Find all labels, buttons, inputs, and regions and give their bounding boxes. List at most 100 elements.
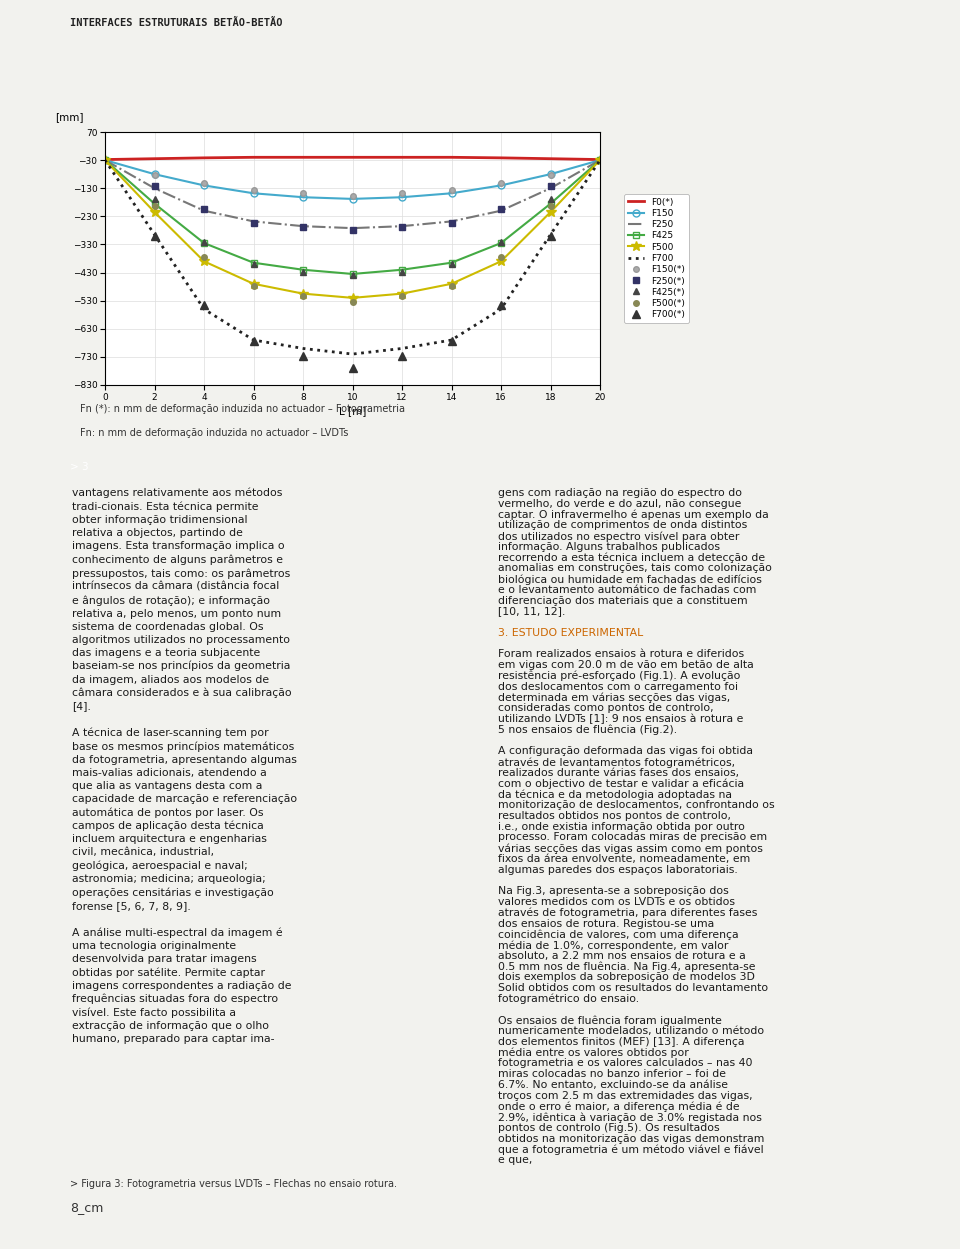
Text: gens com radiação na região do espectro do: gens com radiação na região do espectro … — [498, 488, 742, 498]
F150 — [298, 190, 309, 205]
Text: biológica ou humidade em fachadas de edifícios: biológica ou humidade em fachadas de edi… — [498, 575, 762, 585]
F250(*) — [198, 202, 209, 217]
Text: Na Fig.3, apresenta-se a sobreposição dos: Na Fig.3, apresenta-se a sobreposição do… — [498, 887, 729, 897]
F500 — [198, 254, 209, 269]
F250 — [248, 214, 259, 229]
Text: através de fotogrametria, para diferentes fases: através de fotogrametria, para diferente… — [498, 908, 757, 918]
Text: dos deslocamentos com o carregamento foi: dos deslocamentos com o carregamento foi — [498, 682, 738, 692]
F500 — [347, 290, 358, 305]
Text: dos utilizados no espectro visível para obter: dos utilizados no espectro visível para … — [498, 531, 739, 542]
F250(*) — [347, 222, 358, 237]
F500(*) — [298, 289, 309, 304]
F500(*) — [347, 295, 358, 310]
Text: realizados durante várias fases dos ensaios,: realizados durante várias fases dos ensa… — [498, 768, 739, 778]
F250 — [298, 219, 309, 234]
F500 — [495, 254, 507, 269]
F150 — [445, 186, 457, 201]
F150(*) — [198, 176, 209, 191]
F500(*) — [445, 279, 457, 294]
Line: F700: F700 — [105, 160, 600, 353]
F425(*) — [396, 265, 408, 280]
Text: Fn (*): n mm de deformação induzida no actuador – Fotogrametria: Fn (*): n mm de deformação induzida no a… — [80, 403, 405, 413]
Text: coincidência de valores, com uma diferença: coincidência de valores, com uma diferen… — [498, 929, 738, 939]
F0(*) — [396, 150, 408, 165]
F150 — [198, 177, 209, 192]
Line: F250(*): F250(*) — [152, 184, 553, 232]
F150(*) — [396, 186, 408, 201]
F700 — [298, 341, 309, 356]
F150 — [248, 186, 259, 201]
F150(*) — [495, 176, 507, 191]
Line: F150(*): F150(*) — [152, 172, 553, 199]
Line: F425(*): F425(*) — [151, 195, 554, 279]
Text: 8_cm: 8_cm — [70, 1202, 104, 1214]
F700 — [248, 332, 259, 347]
F0(*) — [248, 150, 259, 165]
F425 — [149, 196, 160, 211]
F250 — [544, 181, 556, 196]
Text: resistência pré-esforçado (Fig.1). A evolução: resistência pré-esforçado (Fig.1). A evo… — [498, 671, 740, 682]
Text: Os ensaios de fluência foram igualmente: Os ensaios de fluência foram igualmente — [498, 1015, 722, 1025]
F250(*) — [396, 220, 408, 235]
F425 — [198, 236, 209, 251]
Text: utilização de comprimentos de onda distintos: utilização de comprimentos de onda disti… — [498, 521, 747, 531]
F500 — [99, 152, 110, 167]
Text: fotogrametria e os valores calculados – nas 40: fotogrametria e os valores calculados – … — [498, 1058, 753, 1068]
F150 — [396, 190, 408, 205]
F500(*) — [248, 279, 259, 294]
F0(*) — [298, 150, 309, 165]
Text: 0.5 mm nos de fluência. Na Fig.4, apresenta-se: 0.5 mm nos de fluência. Na Fig.4, aprese… — [498, 962, 756, 972]
F700 — [396, 341, 408, 356]
Text: que a fotogrametria é um método viável e fiável: que a fotogrametria é um método viável e… — [498, 1144, 763, 1155]
Text: INTERFACES ESTRUTURAIS BETÃO-BETÃO: INTERFACES ESTRUTURAIS BETÃO-BETÃO — [70, 17, 282, 27]
Text: 2.9%, idêntica à variação de 3.0% registada nos: 2.9%, idêntica à variação de 3.0% regist… — [498, 1113, 762, 1123]
Text: resultados obtidos nos pontos de controlo,: resultados obtidos nos pontos de control… — [498, 811, 731, 821]
F425 — [248, 255, 259, 270]
Text: recorrendo a esta técnica incluem a detecção de: recorrendo a esta técnica incluem a dete… — [498, 552, 765, 563]
Text: troços com 2.5 m das extremidades das vigas,: troços com 2.5 m das extremidades das vi… — [498, 1090, 753, 1100]
Text: da técnica e da metodologia adoptadas na: da técnica e da metodologia adoptadas na — [498, 789, 732, 799]
Text: Foram realizados ensaios à rotura e diferidos: Foram realizados ensaios à rotura e dife… — [498, 649, 744, 659]
Text: diferenciação dos materiais que a constituem: diferenciação dos materiais que a consti… — [498, 596, 748, 606]
Text: média entre os valores obtidos por: média entre os valores obtidos por — [498, 1048, 688, 1058]
F700(*) — [248, 333, 259, 348]
Text: [mm]: [mm] — [56, 112, 84, 122]
Text: dois exemplos da sobreposição de modelos 3D: dois exemplos da sobreposição de modelos… — [498, 973, 755, 983]
F250(*) — [248, 215, 259, 230]
Text: vermelho, do verde e do azul, não consegue: vermelho, do verde e do azul, não conseg… — [498, 498, 741, 508]
F425(*) — [248, 256, 259, 271]
Text: valores medidos com os LVDTs e os obtidos: valores medidos com os LVDTs e os obtido… — [498, 897, 735, 907]
F250 — [445, 214, 457, 229]
Text: pontos de controlo (Fig.5). Os resultados: pontos de controlo (Fig.5). Os resultado… — [498, 1123, 720, 1133]
F700 — [99, 152, 110, 167]
F250(*) — [544, 179, 556, 194]
F425 — [495, 236, 507, 251]
Text: e o levantamento automático de fachadas com: e o levantamento automático de fachadas … — [498, 585, 756, 595]
Text: 6.7%. No entanto, excluindo-se da análise: 6.7%. No entanto, excluindo-se da anális… — [498, 1080, 728, 1090]
F250 — [99, 152, 110, 167]
F500 — [298, 286, 309, 301]
Text: com o objectivo de testar e validar a eficácia: com o objectivo de testar e validar a ef… — [498, 778, 744, 789]
Text: onde o erro é maior, a diferença média é de: onde o erro é maior, a diferença média é… — [498, 1102, 739, 1112]
F0(*) — [149, 151, 160, 166]
Text: A configuração deformada das vigas foi obtida: A configuração deformada das vigas foi o… — [498, 747, 753, 757]
F250 — [198, 204, 209, 219]
F700(*) — [544, 229, 556, 244]
Line: F0(*): F0(*) — [105, 157, 600, 160]
Text: determinada em várias secções das vigas,: determinada em várias secções das vigas, — [498, 692, 731, 703]
F250 — [149, 181, 160, 196]
Line: F250: F250 — [105, 160, 600, 229]
Text: e que,: e que, — [498, 1155, 533, 1165]
Text: processo. Foram colocadas miras de precisão em: processo. Foram colocadas miras de preci… — [498, 832, 767, 842]
Text: várias secções das vigas assim como em pontos: várias secções das vigas assim como em p… — [498, 843, 763, 854]
F700 — [544, 227, 556, 242]
Text: numericamente modelados, utilizando o método: numericamente modelados, utilizando o mé… — [498, 1027, 764, 1037]
F500(*) — [495, 250, 507, 265]
F425 — [396, 262, 408, 277]
F250(*) — [149, 179, 160, 194]
F0(*) — [544, 151, 556, 166]
Line: F425: F425 — [102, 156, 604, 277]
F700(*) — [396, 348, 408, 363]
F425 — [298, 262, 309, 277]
F0(*) — [495, 150, 507, 165]
